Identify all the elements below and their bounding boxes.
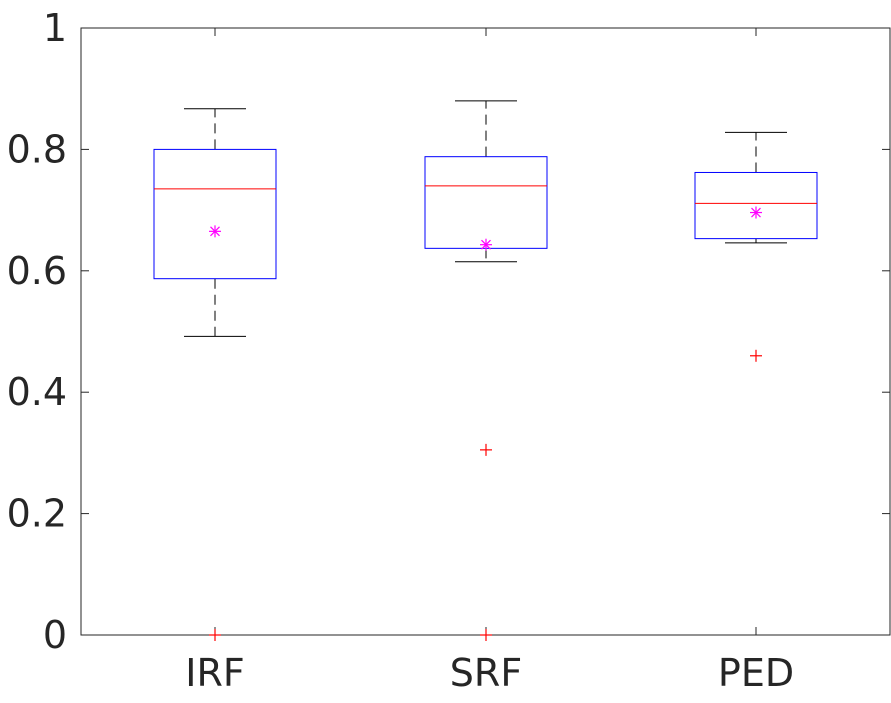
xtick-label-ped: PED (718, 651, 794, 695)
ytick-label: 0.4 (7, 370, 67, 414)
y-axis: 0 0.2 0.4 0.6 0.8 1 (7, 6, 890, 657)
mean-marker (209, 225, 221, 238)
iqr-box (694, 171, 818, 240)
mean-marker (480, 238, 492, 251)
box-srf (424, 100, 548, 641)
ytick-label: 0.8 (7, 127, 67, 171)
x-axis: IRF SRF PED (185, 28, 794, 695)
outlier-marker (480, 629, 492, 641)
box-ped (694, 131, 818, 362)
box-series (153, 100, 818, 641)
outlier-marker (750, 349, 762, 362)
mean-marker (750, 206, 762, 219)
outlier-marker (209, 629, 221, 641)
xtick-label-srf: SRF (450, 651, 522, 695)
iqr-box (153, 148, 277, 280)
outlier-marker (480, 443, 492, 456)
xtick-label-irf: IRF (185, 651, 244, 695)
ytick-label: 0.6 (7, 249, 67, 293)
iqr-box (424, 156, 548, 249)
box-irf (153, 108, 277, 641)
ytick-label: 0 (43, 613, 67, 657)
ytick-label: 0.2 (7, 492, 67, 536)
ytick-label: 1 (43, 6, 67, 50)
